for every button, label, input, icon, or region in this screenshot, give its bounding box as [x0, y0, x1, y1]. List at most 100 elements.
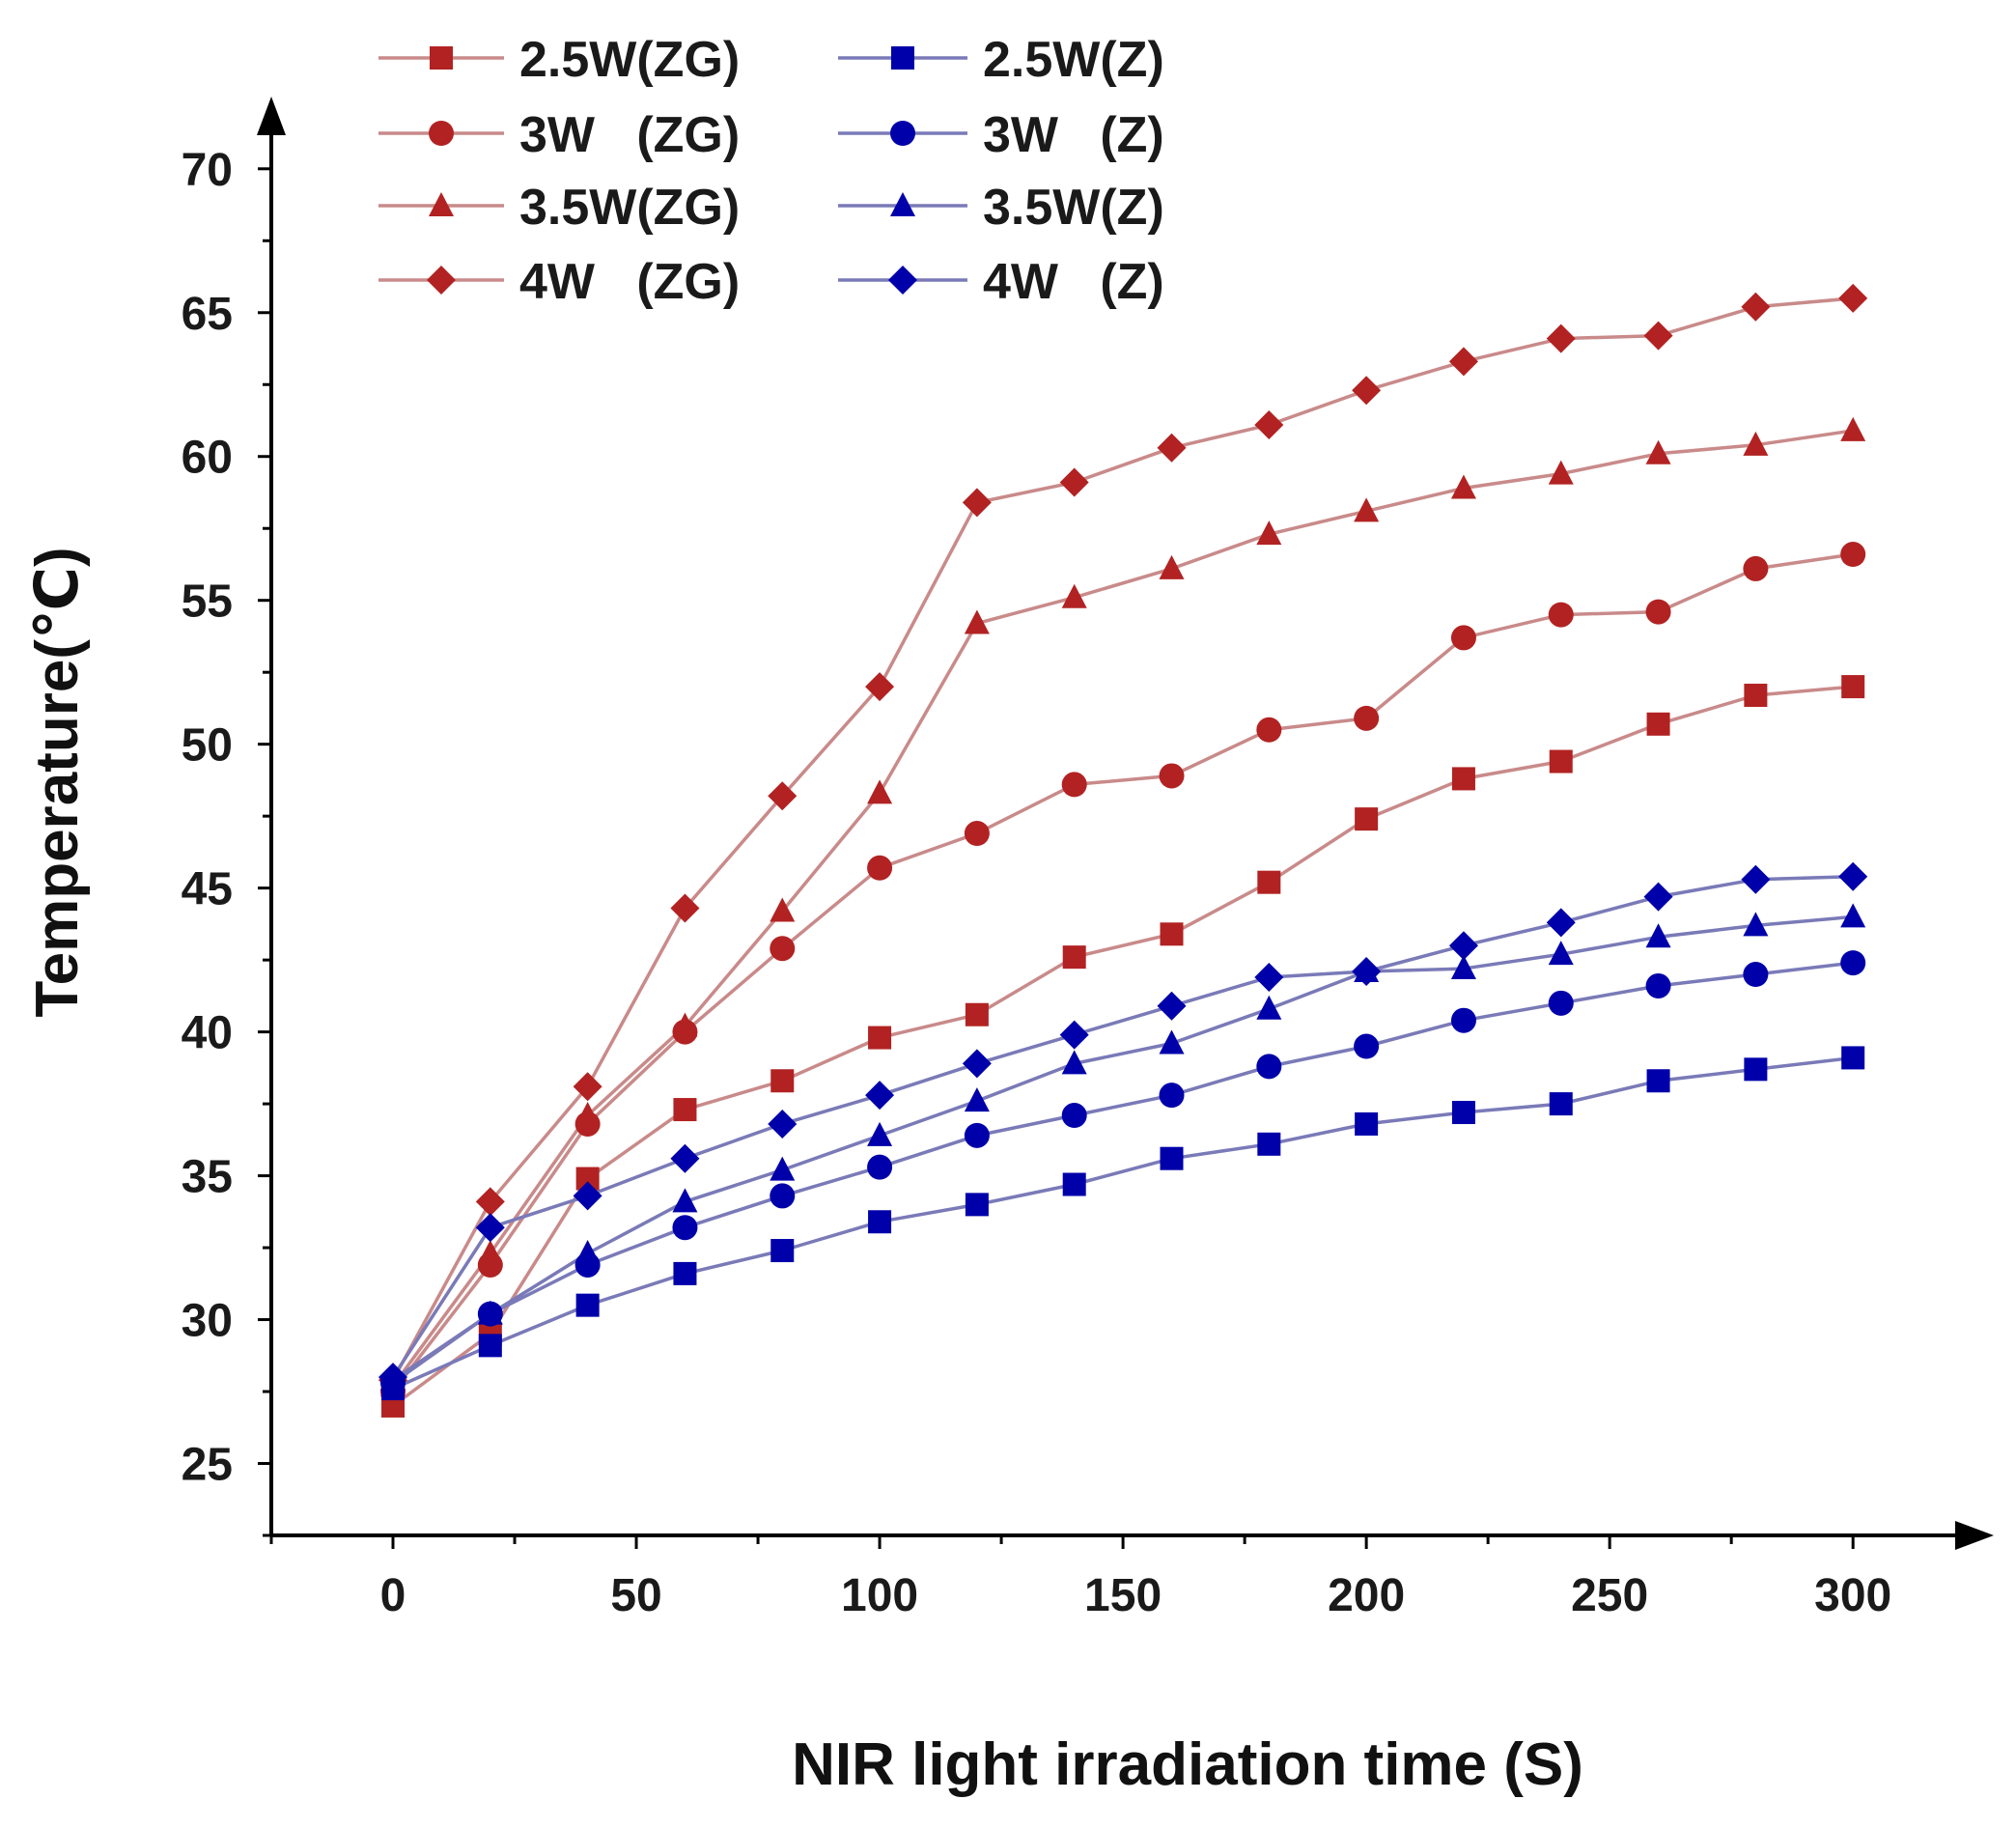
data-point	[1548, 460, 1574, 485]
data-point	[867, 1154, 893, 1180]
data-point	[965, 1002, 989, 1026]
data-point	[1546, 908, 1576, 938]
data-point	[1840, 542, 1866, 568]
data-point	[1159, 554, 1185, 579]
data-point	[1062, 945, 1086, 970]
data-point	[770, 1239, 795, 1263]
data-point	[477, 1240, 503, 1265]
data-point	[1548, 602, 1574, 628]
axes: 0 50 100 150 200 250 300 25 30 35 40 45 50 55 60 65 70	[182, 97, 1994, 1621]
data-point	[964, 1087, 990, 1112]
x-tick-label: 250	[1571, 1570, 1648, 1621]
y-tick-label: 35	[182, 1152, 233, 1203]
data-point	[1741, 292, 1771, 322]
series-line-2	[391, 429, 1854, 1388]
data-point	[1160, 922, 1184, 946]
data-point	[1645, 923, 1671, 948]
data-point	[1840, 416, 1866, 441]
data-point	[475, 1187, 505, 1217]
data-point	[378, 1363, 408, 1392]
series-lines	[391, 296, 1854, 1408]
data-point	[1450, 1007, 1476, 1033]
data-point	[1355, 1111, 1379, 1136]
data-point	[1548, 941, 1574, 966]
legend-label: 3.5W(Z)	[983, 180, 1164, 236]
data-point	[1841, 1046, 1865, 1070]
data-point	[1256, 995, 1282, 1020]
data-point	[477, 1300, 503, 1325]
x-tick-label: 0	[380, 1570, 406, 1621]
data-point	[1841, 675, 1865, 699]
series-line-5	[391, 961, 1854, 1385]
data-point	[1448, 347, 1478, 377]
data-point	[1646, 1069, 1670, 1093]
legend-label: 3W (Z)	[983, 107, 1164, 163]
data-point	[770, 1156, 796, 1181]
y-tick-label: 50	[182, 720, 233, 772]
legend-label: 2.5W(Z)	[983, 32, 1164, 88]
data-point	[770, 897, 796, 922]
data-point	[1352, 957, 1382, 987]
data-point	[673, 1261, 697, 1285]
data-point	[1743, 962, 1769, 988]
y-tick-label: 30	[182, 1296, 233, 1347]
data-point	[1451, 1101, 1475, 1125]
series-line-0	[391, 685, 1854, 1408]
data-point	[1840, 903, 1866, 928]
x-tick-label: 200	[1328, 1570, 1405, 1621]
data-point	[768, 1109, 798, 1139]
data-point	[770, 1069, 795, 1093]
data-point	[1352, 376, 1382, 406]
legend: 2.5W(ZG) 3W (ZG) 3.5W(ZG) 4W (ZG) 2.5W(Z) 3W …	[378, 32, 1164, 310]
data-point	[1257, 870, 1281, 894]
data-point	[1061, 583, 1087, 608]
data-point	[867, 1121, 893, 1146]
legend-marker	[430, 46, 453, 70]
data-point	[1059, 1020, 1089, 1050]
data-point	[475, 1213, 505, 1243]
legend-label: 3W (ZG)	[519, 107, 740, 163]
y-tick-label: 55	[182, 577, 233, 628]
data-point	[1256, 1054, 1282, 1080]
data-point	[962, 488, 992, 518]
legend-label: 2.5W(ZG)	[519, 32, 740, 88]
data-point	[1256, 717, 1282, 743]
data-point	[672, 1012, 698, 1037]
series-line-3	[391, 296, 1854, 1381]
data-point	[1643, 882, 1673, 912]
data-point	[1061, 1050, 1087, 1075]
legend-marker	[888, 266, 917, 295]
legend-marker	[890, 121, 915, 146]
data-point	[1741, 864, 1771, 894]
data-point	[575, 1293, 600, 1317]
y-axis-arrow-icon	[257, 97, 286, 135]
data-point	[670, 1143, 700, 1173]
data-point	[964, 1122, 990, 1148]
legend-marker	[429, 192, 454, 216]
legend-label: 4W (ZG)	[519, 254, 740, 310]
data-point	[868, 1026, 892, 1050]
data-point	[965, 1193, 989, 1217]
data-point	[1744, 684, 1768, 708]
series-line-7	[391, 874, 1854, 1379]
data-point	[1645, 599, 1671, 625]
data-point	[868, 1210, 892, 1234]
data-point	[962, 1049, 992, 1079]
data-point	[1159, 763, 1185, 789]
data-point	[1450, 955, 1476, 980]
y-tick-label: 60	[182, 433, 233, 484]
y-tick-label: 25	[182, 1440, 233, 1491]
data-point	[1743, 912, 1769, 937]
data-point	[1254, 963, 1284, 992]
data-point	[1840, 950, 1866, 976]
data-point	[770, 936, 796, 962]
data-point	[1354, 705, 1380, 731]
legend-marker	[890, 192, 915, 216]
data-point	[1061, 1103, 1087, 1129]
x-tick-label: 150	[1084, 1570, 1162, 1621]
data-point	[867, 779, 893, 804]
data-point	[1159, 1029, 1185, 1055]
data-point	[1643, 321, 1673, 351]
data-point	[1743, 555, 1769, 581]
y-tick-label: 40	[182, 1008, 233, 1059]
